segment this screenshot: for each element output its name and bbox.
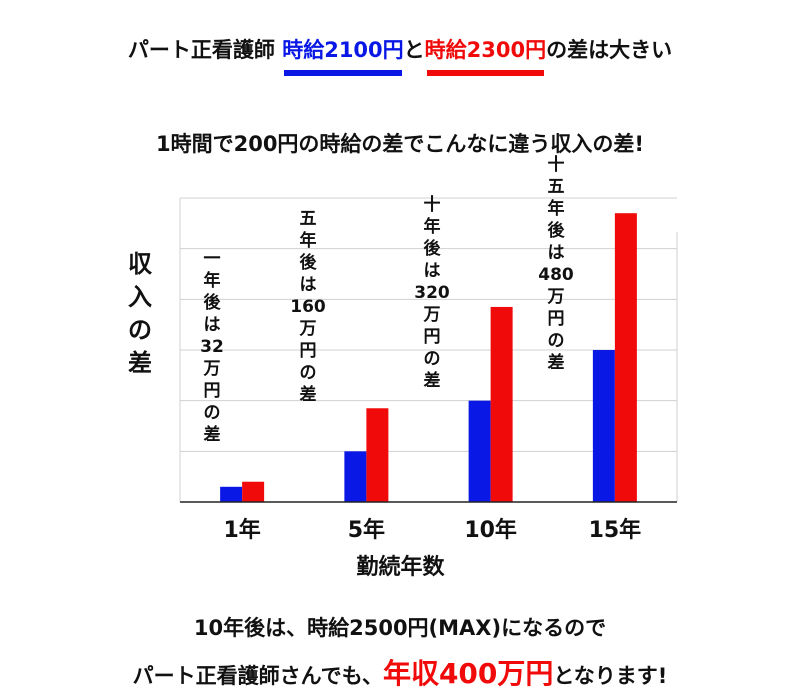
headline-suffix: の差は大きい [546, 38, 673, 62]
y-axis-title: 収入の差 [128, 250, 153, 377]
footer-annual-income: 年収400万円 [382, 657, 554, 690]
annotation-3: 十五年後は 480 万円の差 [538, 154, 574, 373]
annotation-1: 五年後は 160 万円の差 [290, 209, 326, 405]
footer-line-2-prefix: パート正看護師さんでも、 [132, 664, 383, 688]
headline-connector: と [403, 38, 425, 62]
annotation-2: 十年後は 320 万円の差 [414, 194, 450, 391]
headline-prefix: パート正看護師 [127, 38, 283, 62]
headline: パート正看護師 時給2100円と時給2300円の差は大きい [0, 34, 800, 76]
footer-line-2-suffix: となります! [553, 664, 668, 688]
headline-blue-wage: 時給2100円 [282, 34, 404, 76]
x-tick-label: 1年 [223, 517, 260, 543]
x-tick-label: 5年 [348, 517, 385, 543]
bar-blue-3 [592, 350, 615, 502]
bar-red-0 [242, 481, 265, 502]
headline-red-wage: 時給2300円 [425, 34, 546, 76]
footer-line-1: 10年後は、時給2500円(MAX)になるので [193, 616, 607, 640]
x-axis-title: 勤続年数 [356, 554, 445, 580]
footer-line-2: パート正看護師さんでも、年収400万円となります! [0, 652, 800, 692]
bar-red-2 [490, 306, 513, 502]
x-tick-label: 10年 [464, 517, 517, 543]
bar-blue-2 [468, 400, 491, 502]
annotation-0: 一年後は 32 万円の差 [200, 249, 224, 445]
x-tick-label: 15年 [589, 517, 642, 543]
bar-red-3 [614, 213, 637, 502]
bar-blue-0 [220, 486, 243, 502]
bar-blue-1 [344, 451, 367, 502]
bar-red-1 [366, 408, 389, 502]
chart-subtitle: 1時間で200円の時給の差でこんなに違う収入の差! [155, 132, 645, 156]
